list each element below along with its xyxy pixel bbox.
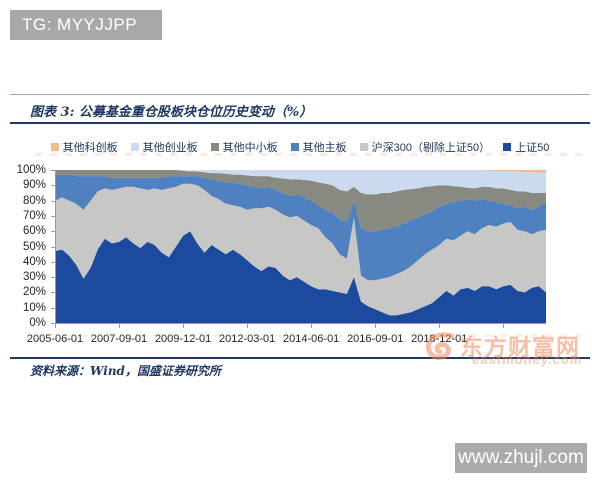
x-axis-label-2012-03-01: 2012-03-01 [218,333,276,345]
x-axis-line [55,323,546,324]
y-tick [51,185,55,186]
y-axis-label-30%: 30% [22,271,46,284]
x-tick [439,324,440,328]
x-axis-label-2005-06-01: 2005-06-01 [26,333,84,345]
area-series-其他创业板 [55,170,546,195]
chart-legend: 其他科创板 其他创业板 其他中小板 其他主板 沪深300（剔除上证50） 上证5… [0,139,600,155]
x-axis-label-2014-06-01: 2014-06-01 [283,333,340,345]
y-axis-label-100%: 100% [16,164,46,176]
x-axis-label-2007-09-01: 2007-09-01 [90,333,148,345]
y-tick [51,262,55,263]
area-series-其他中小板 [55,170,546,232]
zhujl-watermark: www.zhujl.com [455,443,587,473]
legend-label: 其他创业板 [142,142,198,154]
y-axis-label-90%: 90% [22,179,46,192]
y-axis-label-50%: 50% [22,240,46,253]
y-axis-label-10%: 10% [22,301,46,314]
faint-watermark-strip [35,334,590,337]
y-tick [51,231,55,232]
x-tick [55,324,56,328]
legend-label: 沪深300（剔除上证50） [371,142,491,154]
legend-label: 上证50 [515,142,550,154]
legend-item-chinext: 其他创业板 [130,139,198,155]
x-tick [311,324,312,328]
y-axis-line [55,170,56,324]
figure-title: 图表 3: 公募基金重仓股板块仓位历史变动（%） [30,105,313,120]
y-axis-label-80%: 80% [22,194,46,207]
x-tick [183,324,184,328]
title-top-rule [10,94,590,95]
y-tick [51,170,55,171]
telegram-banner: TG: MYYJJPP [10,10,162,40]
x-axis-label-2016-09-01: 2016-09-01 [347,333,404,345]
star-board-swatch-icon [50,143,59,151]
y-axis-label-0%: 0% [29,317,46,329]
x-tick [503,324,504,328]
area-series-其他主板 [55,174,546,281]
legend-item-sse50: 上证50 [503,139,549,155]
area-series-沪深300（剔除上证50） [55,183,546,316]
y-tick [51,277,55,278]
legend-item-csi300: 沪深300（剔除上证50） [359,139,491,155]
y-tick [51,201,55,202]
y-tick [51,323,55,324]
source-note: 资料来源：Wind，国盛证券研究所 [30,364,221,378]
sme-board-swatch-icon [210,143,219,151]
y-axis-label-40%: 40% [22,255,46,268]
y-tick [51,292,55,293]
title-bottom-rule [10,122,590,124]
area-series-上证50 [55,231,546,323]
chinext-swatch-icon [130,143,139,151]
sse50-swatch-icon [503,143,512,151]
legend-label: 其他科创板 [62,142,118,154]
plot-area [55,170,546,323]
legend-label: 其他中小板 [222,142,278,154]
y-axis-label-70%: 70% [22,209,46,222]
legend-item-star-board: 其他科创板 [50,139,118,155]
csi300-swatch-icon [359,143,368,151]
area-series-其他科创板 [55,170,546,174]
legend-item-sme-board: 其他中小板 [210,139,278,155]
legend-label: 其他主板 [302,142,347,154]
y-axis-label-60%: 60% [22,225,46,238]
main-board-swatch-icon [290,143,299,151]
legend-item-main-board: 其他主板 [290,139,347,155]
y-tick [51,308,55,309]
x-tick [375,324,376,328]
y-axis-label-20%: 20% [22,286,46,299]
source-top-rule [10,357,590,359]
x-axis-label-2009-12-01: 2009-12-01 [154,333,212,345]
x-tick [247,324,248,328]
faint-watermark-strip [35,153,590,156]
x-tick [119,324,120,328]
y-tick [51,216,55,217]
y-tick [51,247,55,248]
